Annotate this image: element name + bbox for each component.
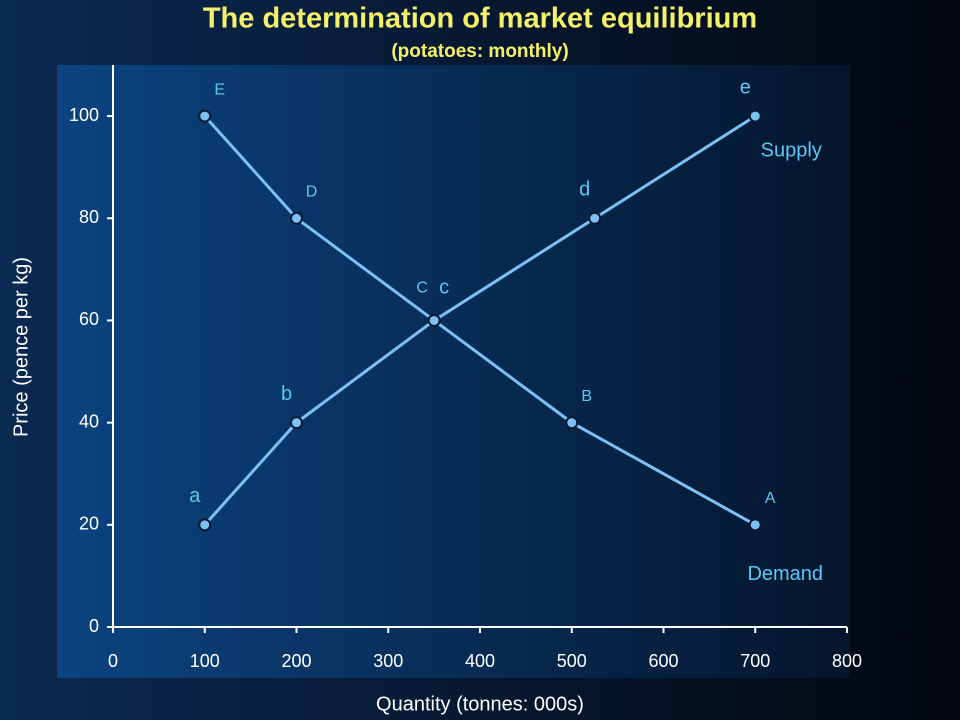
point-label: b	[281, 383, 292, 405]
y-tick-label: 100	[69, 105, 99, 125]
point-label: a	[189, 485, 201, 507]
x-tick-label: 100	[190, 651, 220, 671]
point-label: c	[439, 277, 449, 299]
point-label: E	[214, 81, 225, 98]
series-name: Supply	[761, 139, 822, 161]
x-tick-label: 700	[740, 651, 770, 671]
y-tick-label: 80	[79, 207, 99, 227]
y-tick-label: 20	[79, 514, 99, 534]
x-tick-label: 500	[557, 651, 587, 671]
x-tick-label: 300	[373, 651, 403, 671]
series-name: Demand	[747, 563, 823, 585]
x-tick-label: 200	[281, 651, 311, 671]
x-tick-label: 600	[648, 651, 678, 671]
y-tick-label: 0	[89, 616, 99, 636]
data-point	[427, 313, 441, 327]
data-point	[588, 211, 602, 225]
x-tick-label: 400	[465, 651, 495, 671]
y-tick-label: 40	[79, 411, 99, 431]
chart-title: The determination of market equilibrium	[203, 3, 757, 35]
point-label: e	[740, 76, 751, 98]
data-point	[290, 416, 303, 430]
plot-area	[57, 65, 850, 678]
y-tick-label: 60	[79, 309, 99, 329]
x-tick-label: 800	[832, 651, 862, 671]
chart-subtitle: (potatoes: monthly)	[391, 41, 568, 62]
data-point	[565, 416, 579, 430]
data-point	[198, 109, 212, 123]
data-point	[748, 518, 762, 532]
data-point	[748, 109, 762, 123]
point-label: B	[581, 388, 592, 405]
point-label: d	[579, 179, 590, 201]
point-label: D	[306, 183, 318, 200]
x-axis-label: Quantity (tonnes: 000s)	[376, 693, 584, 715]
x-tick-label: 0	[108, 651, 118, 671]
y-axis-label: Price (pence per kg)	[10, 257, 32, 437]
point-label: A	[765, 490, 776, 507]
point-label: C	[416, 280, 428, 297]
data-point	[198, 518, 212, 532]
data-point	[290, 211, 303, 225]
